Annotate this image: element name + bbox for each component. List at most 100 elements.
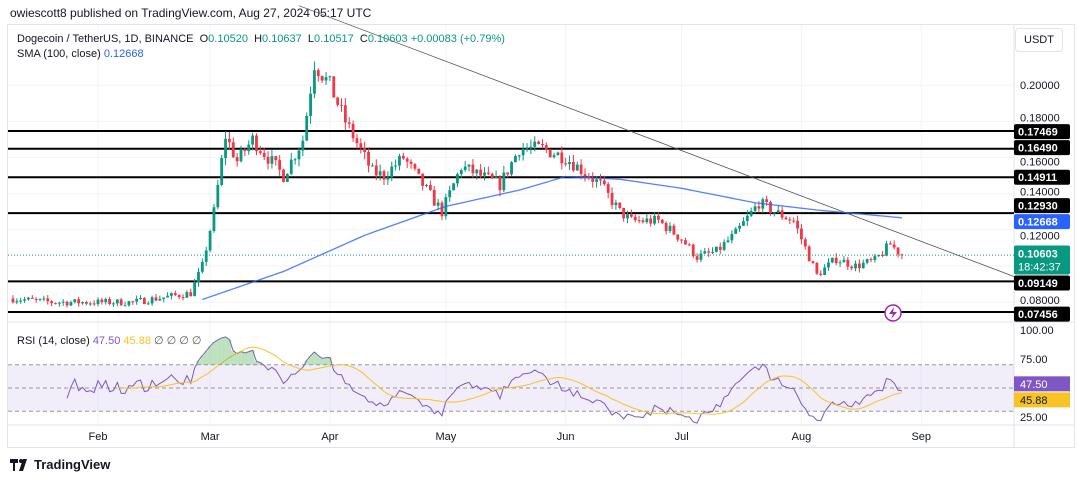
candle-body (251, 135, 254, 145)
candle-body (231, 142, 235, 158)
high-label: H (254, 33, 263, 45)
candle-body (846, 259, 850, 267)
candle-body (819, 273, 823, 275)
candle-body (193, 282, 197, 297)
candle-body (660, 219, 664, 224)
candle-body (382, 171, 386, 180)
candle-body (838, 262, 842, 264)
candle-body (54, 303, 57, 305)
candle-body (552, 155, 556, 158)
candle-body (622, 207, 626, 219)
chart-frame[interactable] (7, 24, 1075, 448)
candle-body (11, 298, 15, 303)
candle-body (730, 233, 734, 241)
candle-body (467, 164, 471, 167)
candle-body (541, 144, 544, 146)
candle-body (115, 299, 119, 304)
candle-body (645, 218, 649, 223)
candle-body (533, 141, 537, 147)
candle-body (96, 299, 100, 305)
candle-body (262, 152, 266, 157)
candle-body (850, 266, 854, 269)
candle-body (900, 254, 904, 256)
candle-body (722, 242, 726, 250)
candle-body (753, 206, 757, 211)
candle-body (873, 256, 877, 260)
candle-body (676, 234, 680, 240)
candle-body (699, 253, 703, 260)
candle-body (869, 259, 873, 261)
candle-body (707, 251, 711, 253)
currency-button[interactable]: USDT (1015, 28, 1063, 52)
candle-body (641, 220, 645, 223)
candle-body (796, 220, 799, 229)
candle-body (127, 301, 131, 306)
tradingview-logo[interactable]: TradingView (10, 457, 110, 472)
y-tick-label: 0.08000 (1020, 295, 1060, 307)
candle-body (413, 163, 417, 169)
candle-body (398, 155, 401, 166)
candle-body (313, 70, 316, 94)
candle-body (506, 172, 510, 175)
open-value: 0.10520 (208, 33, 248, 45)
candle-body (270, 156, 274, 164)
candle-body (803, 239, 807, 247)
candle-body (544, 145, 548, 150)
symbol-legend: Dogecoin / TetherUS, 1D, BINANCE O0.1052… (17, 33, 505, 45)
candle-body (892, 244, 896, 248)
candle-body (336, 97, 340, 105)
candle-body (189, 292, 193, 297)
candle-body (784, 217, 788, 220)
x-tick-label: May (435, 431, 456, 443)
candle-body (865, 259, 869, 263)
symbol-title: Dogecoin / TetherUS, 1D, BINANCE (17, 33, 194, 45)
sma-axis-label: 0.12668 (1018, 217, 1058, 229)
candle-body (591, 178, 595, 182)
sma-axis-label-bg (1014, 214, 1070, 230)
candle-body (139, 298, 142, 300)
candle-body (726, 240, 730, 243)
candle-body (479, 169, 483, 176)
candle-body (610, 192, 614, 206)
candle-body (807, 246, 811, 262)
candle-body (510, 162, 513, 175)
candle-body (112, 303, 115, 305)
candle-body (854, 263, 857, 269)
candle-body (421, 173, 425, 187)
candle-body (691, 244, 695, 257)
rsi-extra-values: ∅ ∅ ∅ ∅ (154, 335, 202, 347)
candle-body (200, 261, 204, 272)
candle-body (332, 76, 336, 98)
candle-body (579, 164, 583, 175)
candle-body (885, 243, 888, 256)
candle-body (285, 173, 289, 182)
candle-body (800, 228, 803, 240)
candle-body (355, 138, 359, 144)
candle-body (328, 76, 332, 78)
candle-body (69, 302, 73, 306)
candle-body (776, 210, 780, 213)
candle-body (123, 305, 127, 307)
level-label-bg (1014, 124, 1070, 140)
candle-body (749, 210, 753, 216)
candle-body (297, 150, 301, 160)
candle-body (73, 299, 77, 303)
candle-body (463, 166, 467, 171)
candle-body (135, 298, 139, 302)
candle-body (150, 297, 154, 304)
candle-body (568, 161, 571, 165)
candle-body (119, 299, 123, 306)
candle-body (23, 299, 26, 301)
candle-body (220, 157, 224, 185)
publisher-line: owiescott8 published on TradingView.com,… (10, 6, 372, 20)
candle-body (459, 170, 463, 175)
candle-body (309, 93, 312, 116)
candle-body (881, 255, 884, 257)
candle-body (861, 262, 865, 269)
candle-body (687, 244, 691, 246)
level-label-bg (1014, 306, 1070, 322)
candle-body (684, 240, 687, 245)
level-label-bg (1014, 198, 1070, 214)
candle-body (792, 220, 796, 222)
